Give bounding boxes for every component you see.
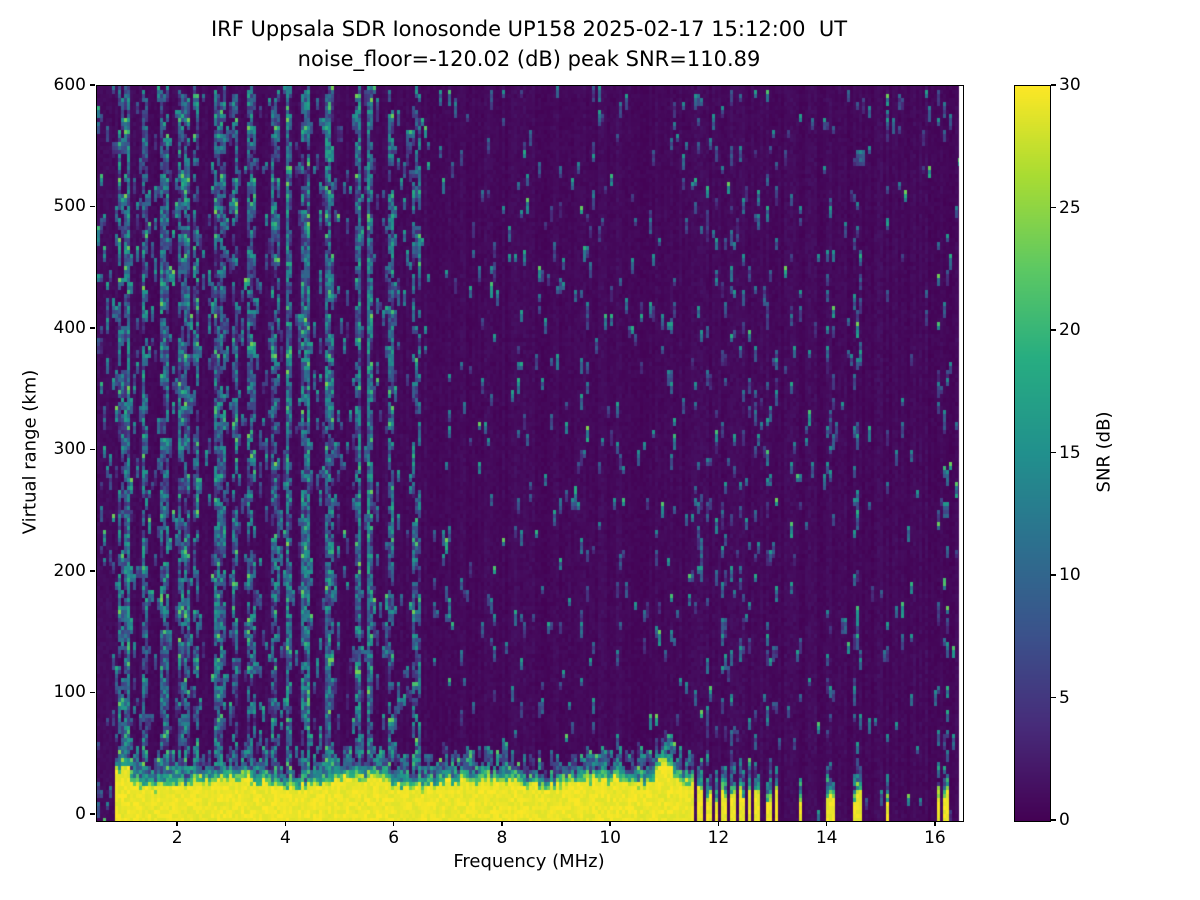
y-tick (90, 570, 95, 572)
y-tick (90, 327, 95, 329)
colorbar-tick-label: 10 (1059, 565, 1081, 585)
y-tick-label: 500 (53, 196, 86, 217)
x-axis-label: Frequency (MHz) (453, 851, 605, 872)
colorbar-gradient-canvas (1015, 86, 1050, 821)
colorbar-tick-label: 20 (1059, 320, 1081, 340)
y-tick-label: 200 (53, 560, 86, 581)
y-tick-label: 400 (53, 317, 86, 338)
colorbar-tick (1051, 84, 1056, 86)
x-tick-label: 10 (599, 828, 621, 848)
x-tick-label: 6 (388, 828, 400, 848)
y-tick-label: 0 (75, 803, 86, 824)
colorbar-tick-label: 0 (1059, 810, 1070, 830)
chart-subtitle: noise_floor=-120.02 (dB) peak SNR=110.89 (297, 47, 761, 71)
y-tick-label: 300 (53, 439, 86, 460)
colorbar-tick-label: 25 (1059, 197, 1081, 218)
x-tick-label: 16 (924, 828, 946, 848)
colorbar-tick (1051, 819, 1056, 821)
x-tick (717, 821, 720, 826)
x-tick (609, 821, 611, 826)
x-tick-label: 4 (280, 828, 291, 848)
y-tick (90, 84, 95, 86)
x-tick (284, 821, 287, 826)
y-tick (90, 691, 95, 694)
x-tick (934, 821, 936, 826)
colorbar-tick (1051, 329, 1056, 331)
colorbar-tick (1051, 574, 1056, 576)
colorbar-tick-label: 15 (1059, 442, 1081, 463)
x-tick-label: 12 (707, 828, 730, 848)
colorbar (1014, 85, 1051, 822)
y-tick (90, 205, 95, 208)
y-tick (90, 448, 95, 451)
colorbar-tick-label: 30 (1059, 75, 1081, 95)
chart-title: IRF Uppsala SDR Ionosonde UP158 2025-02-… (210, 17, 848, 41)
x-tick-label: 14 (815, 828, 838, 848)
colorbar-tick (1051, 206, 1056, 209)
x-tick (392, 821, 395, 826)
colorbar-tick-label: 5 (1059, 687, 1070, 708)
y-tick (90, 813, 95, 815)
ionogram-heatmap-canvas (97, 86, 963, 821)
x-tick-label: 8 (496, 828, 508, 848)
y-tick-label: 100 (53, 682, 86, 703)
x-tick-label: 2 (171, 828, 183, 848)
y-tick-label: 600 (53, 75, 86, 95)
colorbar-tick (1051, 696, 1056, 699)
colorbar-label: SNR (dB) (1093, 411, 1115, 493)
colorbar-tick (1051, 451, 1056, 454)
x-tick (176, 821, 178, 826)
plot-area (96, 85, 964, 822)
x-tick (501, 821, 503, 826)
x-tick (825, 821, 828, 826)
